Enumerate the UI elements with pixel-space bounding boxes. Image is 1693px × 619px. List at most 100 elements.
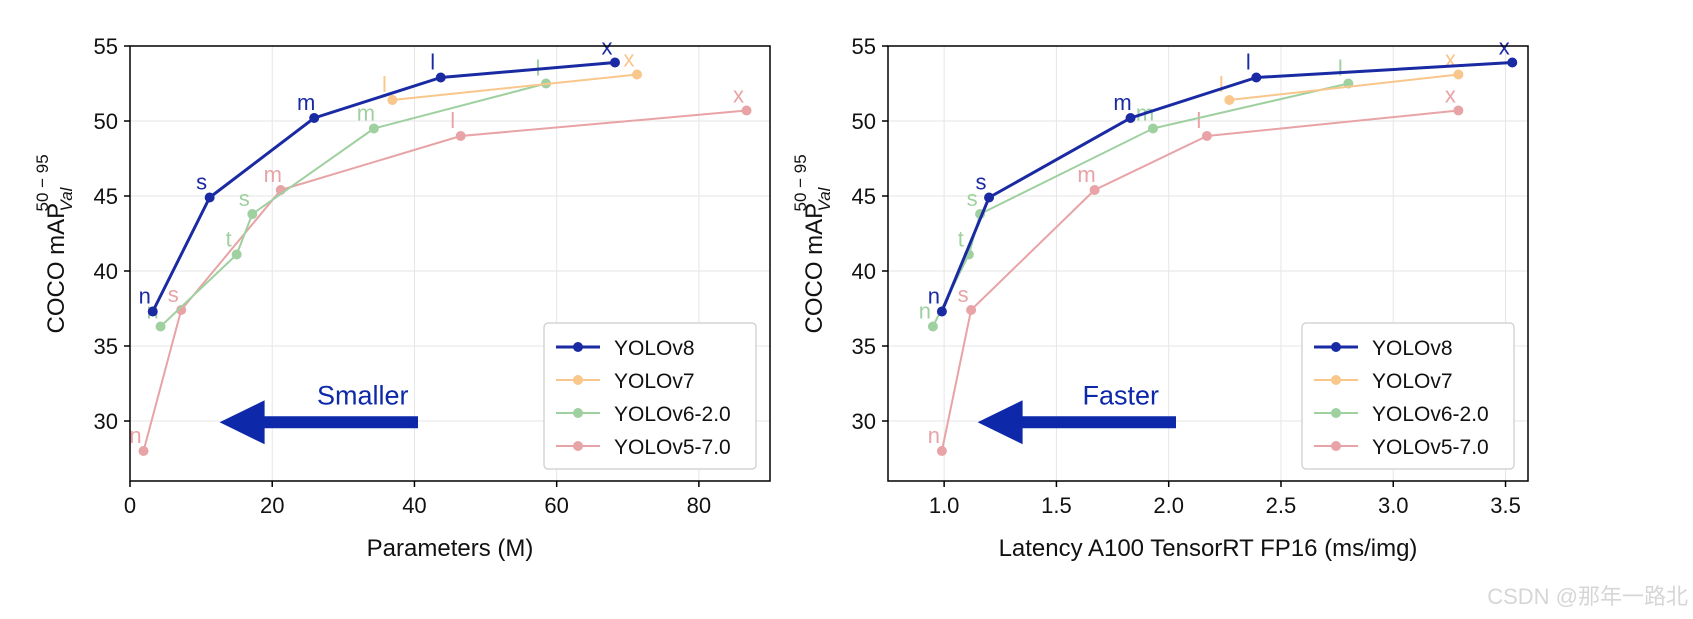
- annotation-text: Faster: [1083, 380, 1160, 410]
- legend-label: YOLOv6-2.0: [614, 403, 731, 426]
- y-tick-label: 55: [94, 34, 118, 59]
- legend-label: YOLOv7: [614, 370, 695, 393]
- legend-entry: YOLOv7: [556, 370, 695, 393]
- x-axis-label: Parameters (M): [367, 535, 534, 562]
- y-tick-label: 50: [852, 109, 876, 134]
- series-line: [392, 73, 638, 101]
- data-point: [1507, 57, 1518, 68]
- data-point: [936, 446, 947, 456]
- data-point: [1089, 185, 1100, 195]
- point-label: x: [1445, 83, 1456, 108]
- annotation-text: Smaller: [317, 380, 409, 410]
- point-label: l: [1246, 50, 1251, 75]
- point-label: n: [928, 423, 940, 448]
- x-axis: 1.0 1.5 2.0 2.5 3.0 3.5 Latency A100 TensorRT …: [929, 481, 1521, 562]
- point-label: s: [976, 170, 987, 195]
- x-tick-label: 2.0: [1153, 493, 1184, 518]
- left-arrow-icon: [977, 400, 1176, 445]
- data-point: [1251, 72, 1262, 83]
- legend-label: YOLOv8: [1372, 337, 1453, 360]
- data-point: [435, 72, 446, 83]
- data-point: [1224, 95, 1235, 105]
- y-axis-label-main: COCO mAP: [43, 203, 70, 334]
- data-point: [387, 95, 398, 105]
- direction-annotation: Faster: [977, 380, 1176, 445]
- series-yolov7: lx: [1219, 47, 1464, 105]
- data-point: [204, 192, 215, 203]
- legend-entry: YOLOv5-7.0: [1314, 436, 1489, 459]
- data-point: [1147, 123, 1158, 134]
- legend-entry: YOLOv6-2.0: [556, 403, 731, 426]
- x-tick-label: 80: [687, 493, 711, 518]
- data-point: [138, 446, 149, 456]
- legend: YOLOv8 YOLOv7 YOLOv6-2.0 YOLOv5-7.0: [1301, 322, 1515, 470]
- y-tick-label: 35: [852, 334, 876, 359]
- point-label: x: [1445, 47, 1456, 72]
- point-label: s: [958, 282, 969, 307]
- point-label: n: [139, 284, 151, 309]
- series-line: [1229, 73, 1459, 101]
- x-tick-label: 1.5: [1041, 493, 1072, 518]
- point-label: m: [1113, 90, 1131, 115]
- data-point: [231, 249, 242, 260]
- point-label: m: [357, 101, 375, 126]
- point-label: l: [1219, 72, 1224, 97]
- y-tick-label: 30: [94, 409, 118, 434]
- x-tick-label: 3.0: [1378, 493, 1409, 518]
- legend-marker: [573, 441, 583, 451]
- legend-marker: [573, 375, 583, 385]
- legend: YOLOv8 YOLOv7 YOLOv6-2.0 YOLOv5-7.0: [543, 322, 757, 470]
- legend-label: YOLOv7: [1372, 370, 1453, 393]
- point-label: l: [1338, 56, 1343, 81]
- x-axis: 0 20 40 60 80 Parameters (M): [124, 481, 711, 562]
- data-point: [1201, 131, 1212, 141]
- series-line: [159, 82, 547, 328]
- params-chart: Smallernsmlxntsmllxnsmlx020406080Paramet…: [33, 34, 771, 562]
- x-tick-label: 20: [260, 493, 284, 518]
- point-label: m: [297, 90, 315, 115]
- data-point: [247, 209, 258, 219]
- point-label: t: [226, 227, 232, 252]
- point-label: l: [450, 108, 455, 133]
- data-point: [368, 123, 379, 134]
- x-axis-label: Latency A100 TensorRT FP16 (ms/img): [999, 535, 1418, 562]
- y-tick-label: 35: [94, 334, 118, 359]
- point-label: s: [239, 186, 250, 211]
- y-tick-label: 55: [852, 34, 876, 59]
- legend-marker: [1331, 441, 1341, 451]
- y-tick-label: 50: [94, 109, 118, 134]
- legend-marker: [1331, 408, 1341, 418]
- x-tick-label: 40: [402, 493, 426, 518]
- legend-entry: YOLOv6-2.0: [1314, 403, 1489, 426]
- x-tick-label: 0: [124, 493, 136, 518]
- point-label: n: [919, 299, 931, 324]
- plot-frame: [887, 45, 1529, 482]
- x-tick-label: 60: [544, 493, 568, 518]
- data-point: [1453, 105, 1464, 116]
- data-point: [1125, 113, 1136, 123]
- legend-label: YOLOv6-2.0: [1372, 403, 1489, 426]
- y-tick-label: 45: [852, 184, 876, 209]
- data-point: [927, 321, 938, 332]
- left-arrow-icon: [219, 400, 418, 445]
- data-point: [155, 321, 166, 332]
- legend-label: YOLOv5-7.0: [614, 436, 731, 459]
- series-line: [151, 61, 616, 313]
- data-point: [455, 131, 466, 141]
- data-point: [966, 305, 977, 315]
- legend-entry: YOLOv7: [1314, 370, 1453, 393]
- legend-marker: [573, 408, 583, 418]
- point-label: x: [601, 35, 612, 60]
- point-label: s: [196, 170, 207, 195]
- point-label: l: [430, 50, 435, 75]
- x-tick-label: 1.0: [929, 493, 960, 518]
- data-point: [309, 113, 320, 123]
